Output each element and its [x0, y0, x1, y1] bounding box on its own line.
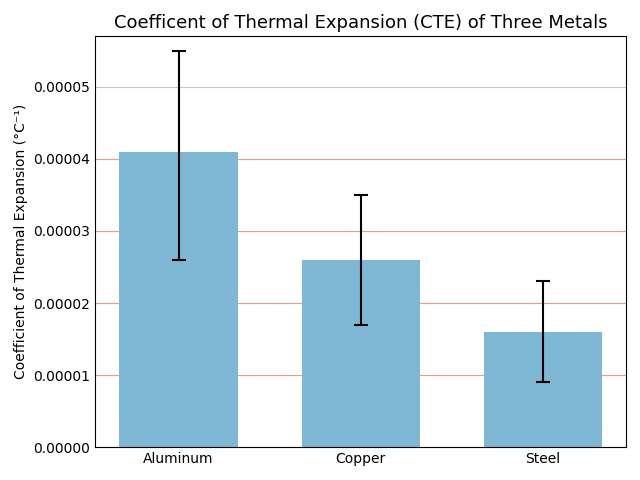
Bar — [120, 152, 238, 447]
Bar — [301, 260, 420, 447]
Bar — [484, 332, 602, 447]
Title: Coefficent of Thermal Expansion (CTE) of Three Metals: Coefficent of Thermal Expansion (CTE) of… — [114, 14, 607, 32]
Y-axis label: Coefficient of Thermal Expansion (°C⁻¹): Coefficient of Thermal Expansion (°C⁻¹) — [14, 104, 28, 379]
